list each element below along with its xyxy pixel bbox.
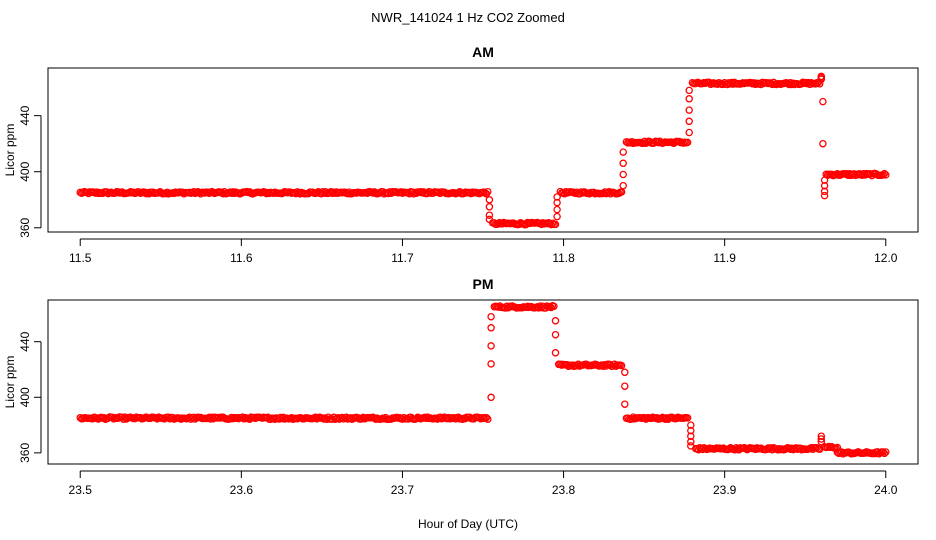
data-point — [879, 171, 887, 179]
data-point — [687, 421, 695, 429]
data-point — [553, 212, 561, 221]
y-tick-label: 440 — [18, 105, 32, 125]
data-point — [785, 80, 793, 89]
data-point — [819, 139, 827, 148]
data-point — [817, 72, 826, 81]
data-point — [683, 138, 692, 147]
data-point — [551, 330, 560, 339]
data-point — [553, 205, 561, 214]
data-point — [685, 106, 693, 114]
data-point — [817, 438, 826, 446]
x-tick-label: 11.6 — [230, 251, 253, 265]
data-point — [487, 324, 495, 332]
y-axis-label: Licor ppm — [3, 124, 17, 177]
x-tick-label: 12.0 — [874, 251, 898, 265]
data-point — [880, 449, 889, 458]
data-point — [640, 414, 649, 422]
data-point — [685, 86, 693, 95]
am-panel: AM 11.5 11.6 11.7 11.8 11.9 12.0 360 400 440Licor… — [3, 44, 919, 265]
y-tick-label: 360 — [18, 443, 32, 463]
y-tick-label: 400 — [18, 387, 32, 407]
data-point — [484, 415, 492, 423]
data-point — [485, 215, 494, 224]
data-point — [619, 159, 627, 168]
data-point — [832, 171, 840, 179]
x-tick-label: 24.0 — [874, 483, 898, 497]
data-point — [763, 445, 771, 454]
data-point — [551, 220, 560, 229]
y-tick-label: 440 — [18, 331, 32, 351]
figure-title: NWR_141024 1 Hz CO2 Zoomed — [371, 10, 565, 25]
data-point — [882, 171, 890, 179]
data-points — [76, 72, 890, 229]
shared-x-axis-label: Hour of Day (UTC) — [418, 517, 518, 531]
data-point — [485, 211, 494, 219]
plot-frame — [47, 299, 919, 465]
data-point — [551, 349, 560, 357]
x-tick-label: 23.7 — [391, 483, 415, 497]
data-point — [522, 303, 530, 312]
data-point — [820, 176, 829, 184]
data-point — [882, 448, 890, 456]
data-point — [850, 170, 858, 178]
y-tick-label: 360 — [18, 217, 32, 237]
data-point — [685, 128, 693, 137]
data-point — [487, 342, 495, 350]
data-point — [619, 170, 627, 179]
data-point — [487, 312, 495, 321]
data-point — [846, 449, 854, 457]
x-tick-label: 11.7 — [391, 251, 414, 265]
data-point — [485, 196, 494, 204]
x-tick-label: 11.9 — [713, 251, 736, 265]
data-point — [484, 187, 492, 196]
data-point — [819, 97, 827, 106]
data-point — [785, 444, 793, 452]
data-point — [685, 95, 693, 103]
pm-panel: PM 23.5 23.6 23.7 23.8 23.9 24.0 360 400 440Licor… — [3, 276, 919, 497]
data-point — [487, 393, 495, 402]
data-point — [553, 193, 561, 201]
x-tick-label: 11.5 — [69, 251, 92, 265]
data-point — [687, 442, 695, 450]
data-point — [617, 361, 626, 370]
data-point — [550, 302, 558, 311]
x-tick-label: 23.5 — [69, 483, 93, 497]
data-point — [859, 169, 868, 178]
data-point — [621, 382, 629, 390]
x-tick-label: 23.8 — [552, 483, 576, 497]
data-point — [482, 413, 491, 422]
data-point — [503, 302, 511, 311]
panel-title: AM — [472, 44, 494, 60]
data-point — [880, 169, 889, 178]
data-point — [807, 443, 816, 452]
data-point — [551, 317, 560, 325]
data-point — [487, 360, 495, 368]
x-tick-label: 23.9 — [713, 483, 737, 497]
data-point — [843, 170, 851, 178]
data-point — [783, 79, 792, 88]
data-point — [685, 117, 693, 126]
plot-frame — [47, 67, 919, 233]
x-tick-label: 11.8 — [552, 251, 575, 265]
data-point — [817, 435, 826, 443]
data-point — [547, 220, 556, 229]
data-point — [657, 414, 665, 423]
data-point — [485, 203, 494, 211]
data-point — [820, 191, 829, 200]
data-point — [621, 400, 629, 408]
data-point — [619, 148, 627, 156]
data-point — [879, 448, 887, 456]
data-point — [660, 414, 668, 422]
data-point — [683, 414, 692, 422]
data-points — [76, 302, 890, 458]
panel-title: PM — [473, 276, 494, 292]
data-point — [621, 368, 629, 377]
x-tick-label: 23.6 — [230, 483, 254, 497]
y-tick-label: 400 — [18, 161, 32, 181]
data-point — [619, 181, 627, 190]
data-point — [687, 438, 695, 446]
y-axis-label: Licor ppm — [3, 356, 17, 409]
